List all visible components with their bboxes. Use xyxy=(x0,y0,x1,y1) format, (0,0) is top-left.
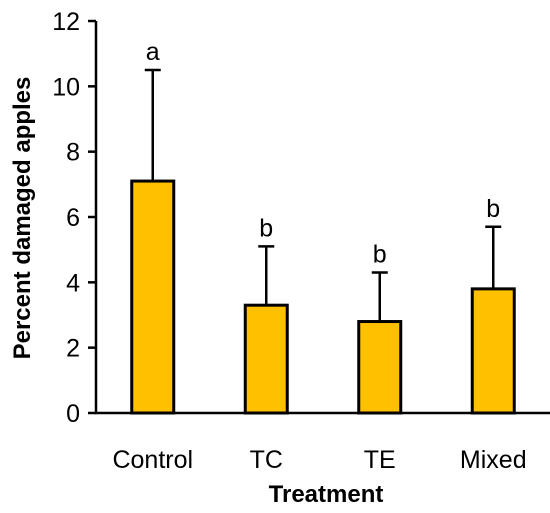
x-axis-title: Treatment xyxy=(269,481,384,508)
x-tick-label: Control xyxy=(112,446,193,474)
bar-tc xyxy=(243,303,289,415)
bar-mixed xyxy=(470,287,516,415)
x-tick-label: TE xyxy=(364,446,396,474)
significance-label: b xyxy=(259,214,273,242)
y-tick-label: 8 xyxy=(66,139,80,167)
y-tick-label: 10 xyxy=(52,73,80,101)
y-tick-label: 0 xyxy=(66,400,80,428)
x-axis-labels: Control TC TE Mixed xyxy=(112,446,526,474)
y-axis-title: Percent damaged apples xyxy=(9,77,36,360)
bars: a b b b xyxy=(130,38,516,415)
significance-label: b xyxy=(373,241,387,269)
y-tick-label: 6 xyxy=(66,204,80,232)
y-axis-ticks: 0 2 4 6 8 10 12 xyxy=(52,8,96,428)
significance-label: b xyxy=(486,195,500,223)
y-tick-label: 12 xyxy=(52,8,80,36)
x-tick-label: Mixed xyxy=(460,446,527,474)
bar-te xyxy=(357,320,403,415)
y-tick-label: 4 xyxy=(66,269,80,297)
x-tick-label: TC xyxy=(250,446,283,474)
bar-control xyxy=(130,179,176,415)
y-tick-label: 2 xyxy=(66,335,80,363)
significance-label: a xyxy=(146,38,160,66)
